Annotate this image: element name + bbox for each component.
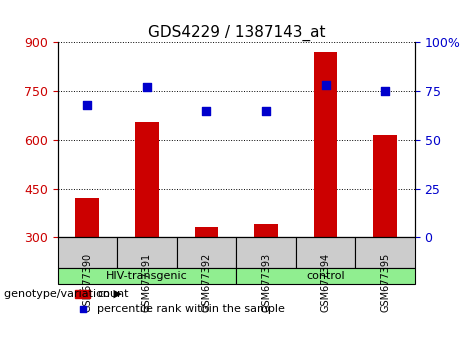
Bar: [76, 198, 99, 237]
Title: GDS4229 / 1387143_at: GDS4229 / 1387143_at: [148, 25, 325, 41]
FancyBboxPatch shape: [236, 237, 296, 268]
Bar: [76, 290, 90, 298]
Point: [203, 108, 210, 113]
FancyBboxPatch shape: [296, 237, 355, 268]
Point: [79, 306, 86, 312]
Text: HIV-transgenic: HIV-transgenic: [106, 271, 188, 281]
FancyBboxPatch shape: [355, 237, 415, 268]
Point: [262, 108, 270, 113]
FancyBboxPatch shape: [177, 237, 236, 268]
FancyBboxPatch shape: [58, 237, 117, 268]
Text: GSM677390: GSM677390: [83, 253, 92, 312]
Text: GSM677393: GSM677393: [261, 253, 271, 312]
Bar: [373, 135, 397, 237]
Point: [143, 85, 151, 90]
Point: [84, 102, 91, 108]
Bar: [135, 122, 159, 237]
Point: [381, 88, 389, 94]
Text: GSM677391: GSM677391: [142, 253, 152, 312]
Text: genotype/variation ▶: genotype/variation ▶: [4, 289, 122, 298]
Text: GSM677394: GSM677394: [320, 253, 331, 312]
Bar: [254, 224, 278, 237]
Text: control: control: [306, 271, 345, 281]
Text: percentile rank within the sample: percentile rank within the sample: [97, 304, 285, 314]
FancyBboxPatch shape: [58, 268, 236, 284]
Text: GSM677395: GSM677395: [380, 253, 390, 312]
FancyBboxPatch shape: [117, 237, 177, 268]
Bar: [313, 52, 337, 237]
Text: GSM677392: GSM677392: [201, 253, 212, 312]
Point: [322, 82, 329, 88]
FancyBboxPatch shape: [236, 268, 415, 284]
Bar: [195, 228, 219, 237]
Text: count: count: [97, 289, 129, 299]
